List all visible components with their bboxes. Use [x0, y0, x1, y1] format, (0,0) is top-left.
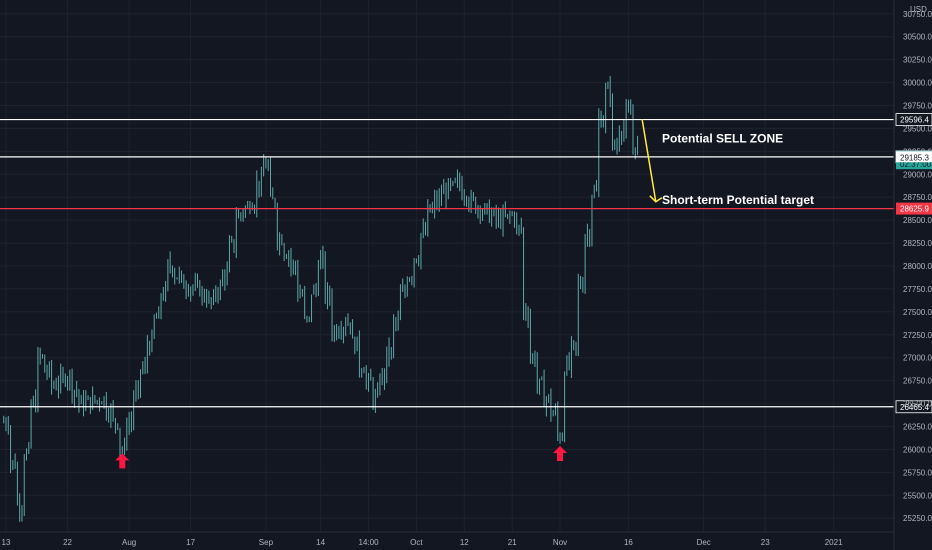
price-tick-label: 30000.0: [903, 79, 932, 88]
price-tick-label: 25750.0: [903, 468, 932, 477]
time-tick-label: Aug: [122, 538, 136, 547]
price-tick-label: 28500.0: [903, 216, 932, 225]
price-tick-label: 26000.0: [903, 445, 932, 454]
price-tick-label: 27500.0: [903, 308, 932, 317]
time-tick-label: 2021: [825, 538, 843, 547]
time-tick-label: 22: [63, 538, 72, 547]
price-tick-label: 29500.0: [903, 124, 932, 133]
target-label: Short-term Potential target: [662, 193, 814, 207]
price-level-label: 29596.4: [900, 116, 929, 125]
price-level-label: 28625.9: [900, 205, 929, 214]
up-arrow-icon: [115, 453, 130, 469]
time-tick-label: Dec: [697, 538, 711, 547]
sell-zone-label: Potential SELL ZONE: [662, 132, 783, 146]
current-price-label: 02:37:00: [900, 160, 932, 169]
price-tick-label: 30250.0: [903, 56, 932, 65]
currency-label: USD: [910, 5, 927, 14]
price-tick-label: 30500.0: [903, 33, 932, 42]
price-tick-label: 27000.0: [903, 354, 932, 363]
price-tick-label: 30750.0: [903, 10, 932, 19]
price-tick-label: 29000.0: [903, 170, 932, 179]
time-tick-label: 13: [2, 538, 11, 547]
price-tick-label: 25250.0: [903, 514, 932, 523]
current-price-label: 29185.3: [900, 153, 929, 162]
price-tick-label: 27750.0: [903, 285, 932, 294]
time-tick-label: Sep: [259, 538, 274, 547]
price-tick-label: 29750.0: [903, 101, 932, 110]
price-tick-label: 26250.0: [903, 423, 932, 432]
price-level-badge: [895, 113, 932, 126]
price-tick-label: 26750.0: [903, 377, 932, 386]
time-tick-label: 14:00: [359, 538, 380, 547]
time-tick-label: 12: [460, 538, 469, 547]
up-arrow-icon: [553, 446, 568, 462]
annotations: Potential SELL ZONE Short-term Potential …: [115, 119, 814, 469]
grid: [0, 0, 894, 532]
current-price-badge: [896, 158, 932, 170]
price-level-badge: [895, 400, 932, 414]
trend-arrow-line: [641, 119, 657, 202]
current-price-badge: [896, 151, 932, 163]
time-tick-label: 23: [761, 538, 770, 547]
candles: [3, 76, 639, 522]
time-tick-label: 14: [316, 538, 325, 547]
time-axis[interactable]: 13 22 Aug 17 Sep 14 14:00 Oct 12 21 Nov 16 Dec 23 2021: [2, 538, 844, 547]
time-tick-label: 17: [186, 538, 195, 547]
price-level-label: 26465.4: [900, 403, 929, 412]
price-tick-label: 28000.0: [903, 262, 932, 271]
price-tick-label: 27250.0: [903, 331, 932, 340]
price-tick-label: 28250.0: [903, 239, 932, 248]
time-tick-label: Nov: [553, 538, 567, 547]
price-tick-label: 25500.0: [903, 491, 932, 500]
time-tick-label: Oct: [410, 538, 423, 547]
time-tick-label: 16: [624, 538, 633, 547]
time-tick-label: 21: [508, 538, 517, 547]
price-axis[interactable]: 25250.0 25500.0 25750.0 26000.0 26250.0 26500…: [896, 10, 932, 523]
price-tick-label: 28750.0: [903, 193, 932, 202]
trend-arrow-head: [649, 195, 663, 203]
price-tick-label: 26500.0: [903, 400, 932, 409]
price-level-badge: [896, 202, 932, 215]
